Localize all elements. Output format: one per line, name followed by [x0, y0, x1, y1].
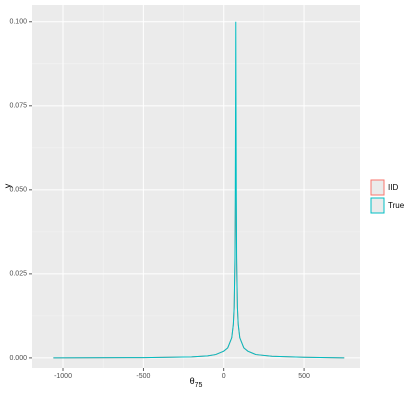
y-tick-label: 0.025: [9, 271, 27, 278]
y-tick-label: 0.100: [9, 19, 27, 26]
x-tick-label: 0: [222, 373, 226, 380]
y-axis-title: y: [2, 183, 12, 188]
legend-label: IID: [388, 183, 398, 192]
x-label-symbol: θ: [190, 376, 195, 386]
x-axis-title: θ75: [190, 376, 203, 388]
legend-key: [370, 197, 385, 214]
x-tick-label: -1000: [54, 373, 72, 380]
x-tick-label: 500: [298, 373, 310, 380]
plot-panel: [32, 5, 360, 368]
x-label-subscript: 75: [195, 382, 203, 389]
y-tick-label: 0.050: [9, 187, 27, 194]
y-tick-label: 0.000: [9, 355, 27, 362]
legend-key: [370, 179, 385, 196]
y-tick-label: 0.075: [9, 103, 27, 110]
x-tick-label: -500: [136, 373, 150, 380]
series-line: [53, 21, 345, 359]
legend-label: True: [388, 201, 405, 210]
